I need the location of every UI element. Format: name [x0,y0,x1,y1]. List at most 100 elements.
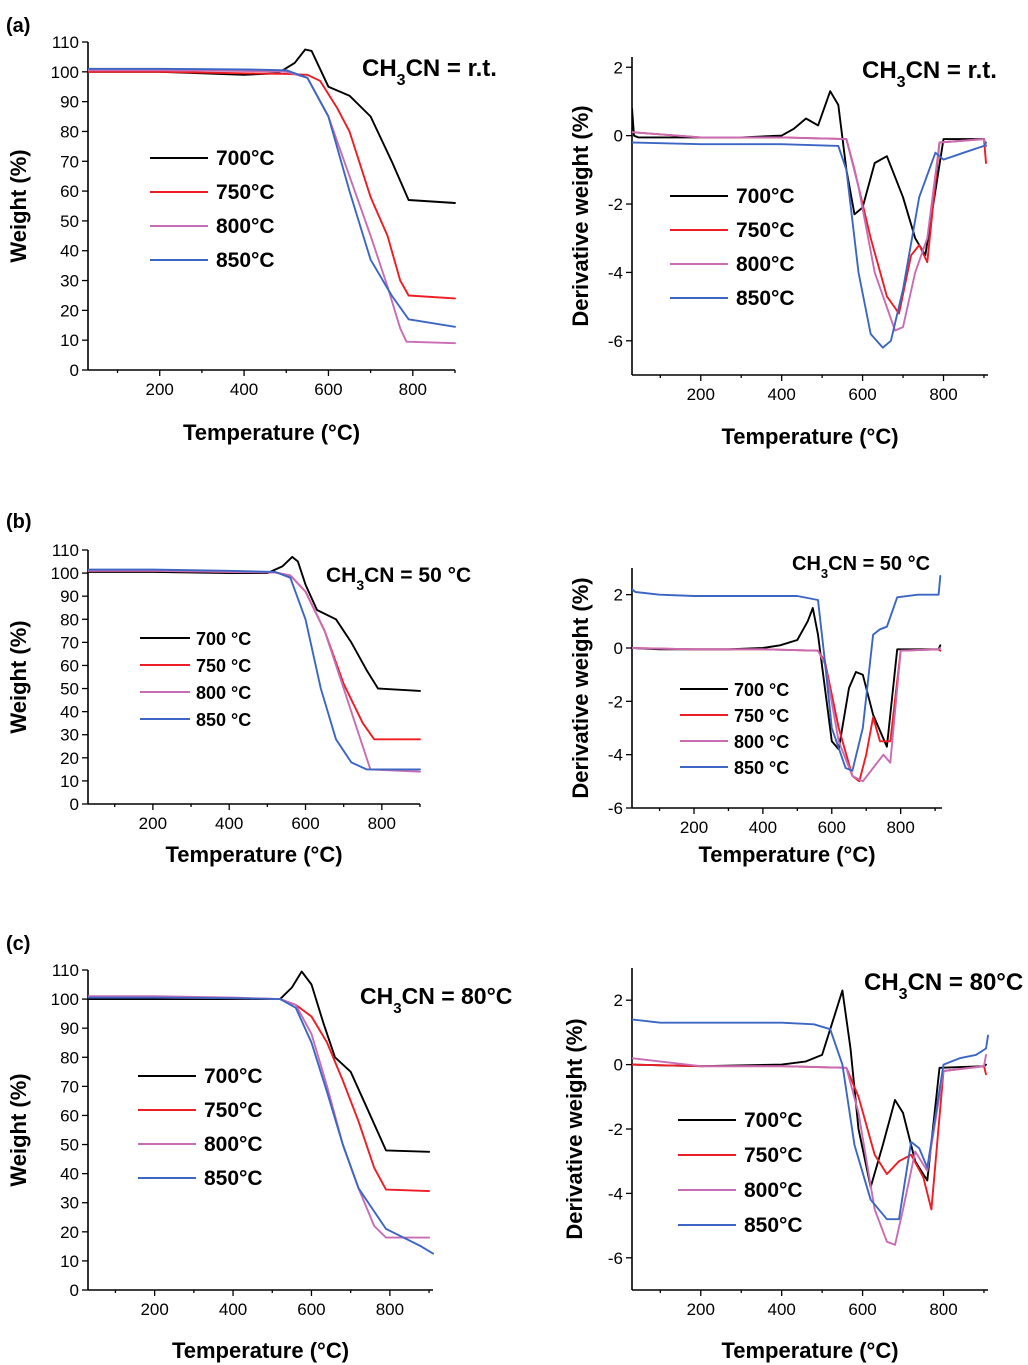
legend-label: 700°C [216,147,275,170]
y-axis-title: Weight (%) [6,1073,31,1186]
legend-label: 800°C [736,253,795,276]
x-tick-label: 400 [767,1300,795,1319]
x-tick-label: 600 [314,380,342,399]
y-tick-label: 90 [60,93,79,112]
x-tick-label: 800 [886,818,914,837]
chart-5: 200 400 600 800 -6 -4 -2 0 2 Derivative weight (%… [562,968,1023,1363]
annotation-label: CH3CN = 50 °C [792,553,930,581]
y-tick-label: 0 [70,361,79,380]
series-line-800 [632,131,987,332]
series-line-800 [88,69,456,345]
y-tick-label: 80 [60,610,79,629]
legend-label: 700 °C [196,629,251,649]
legend-label: 700°C [204,1065,263,1088]
x-axis-title: Temperature (°C) [721,424,898,449]
x-axis-title: Temperature (°C) [183,420,360,445]
y-tick-label: 30 [60,272,79,291]
y-tick-label: 2 [614,58,623,77]
y-tick-label: 50 [60,1136,79,1155]
y-tick-label: -6 [608,332,623,351]
series-line-800 [632,647,942,783]
legend-label: 850°C [204,1167,263,1190]
y-tick-label: -2 [608,195,623,214]
y-axis-title: Derivative weight (%) [568,577,593,798]
x-axis-title: Temperature (°C) [721,1338,898,1363]
charts-group: 200 400 600 8000102030405060708090100110Wei… [6,33,1023,1363]
y-tick-label: 40 [60,1165,79,1184]
y-tick-label: -2 [608,1120,623,1139]
y-axis-title: Derivative weight (%) [568,105,593,326]
legend-label: 800°C [744,1179,803,1202]
y-tick-label: 90 [60,587,79,606]
x-tick-label: 400 [219,1300,247,1319]
legend-label: 800 °C [734,732,789,752]
chart-4: 200 400 600 800 0 10 20 30 40 50 60 70 80 90 100 110 Wei… [6,961,512,1363]
legend-label: 850°C [736,287,795,310]
panel-label-a: (a) [6,15,30,37]
y-tick-label: 40 [60,242,79,261]
y-tick-label: 0 [70,795,79,814]
x-tick-label: 400 [767,385,795,404]
series-line-800 [632,1053,987,1246]
y-tick-label: 10 [60,1252,79,1271]
y-tick-label: 70 [60,152,79,171]
x-tick-label: 600 [818,818,846,837]
panel-label-b: (b) [6,511,32,533]
series-line-750 [88,70,456,300]
annotation-label: CH3CN = 80°C [864,969,1023,1003]
x-tick-label: 200 [146,380,174,399]
x-axis-title: Temperature (°C) [698,842,875,867]
series-line-850 [632,575,942,772]
x-tick-label: 400 [749,818,777,837]
legend-label: 850°C [744,1214,803,1237]
legend-label: 750°C [204,1099,263,1122]
annotation-label: CH3CN = 80°C [360,983,512,1017]
y-axis-title: Derivative weight (%) [562,1018,587,1239]
y-tick-label: 0 [614,639,623,658]
y-axis-title: Weight (%) [6,149,31,262]
y-tick-label: 90 [60,1019,79,1038]
legend-label: 850°C [216,249,275,272]
y-tick-label: -6 [608,799,623,818]
series-line-850 [88,67,456,328]
x-tick-label: 800 [929,1300,957,1319]
y-tick-label: 50 [60,212,79,231]
legend-label: 800 °C [196,683,251,703]
y-tick-label: 10 [60,772,79,791]
y-tick-label: 80 [60,122,79,141]
chart-0: 200 400 600 800 0 10 20 30 40 50 60 70 80 90 100 110 Wei… [6,33,497,445]
y-tick-label: 10 [60,331,79,350]
y-tick-label: -6 [608,1249,623,1268]
x-tick-label: 600 [848,1300,876,1319]
annotation-label: CH3CN = 50 °C [326,564,471,593]
legend-label: 750°C [216,181,275,204]
y-tick-label: 100 [51,990,79,1009]
x-tick-label: 800 [399,380,427,399]
legend-label: 850 °C [196,710,251,730]
y-tick-label: 60 [60,1106,79,1125]
series-line-700 [632,90,987,257]
y-tick-label: 2 [614,586,623,605]
legend-label: 750 °C [734,706,789,726]
y-tick-label: 0 [614,127,623,146]
x-tick-label: 600 [291,814,319,833]
y-tick-label: -2 [608,692,623,711]
x-tick-label: 600 [848,385,876,404]
x-tick-label: 200 [687,385,715,404]
y-tick-label: 0 [70,1281,79,1300]
x-axis-title: Temperature (°C) [172,1338,349,1363]
y-tick-label: 0 [614,1056,623,1075]
series-line-700 [632,989,987,1188]
x-tick-label: 400 [215,814,243,833]
y-tick-label: 100 [51,63,79,82]
series-line-800 [88,569,421,773]
x-tick-label: 200 [687,1300,715,1319]
y-tick-label: 60 [60,656,79,675]
chart-3: 200 400 600 800 -6 -4 -2 0 2 Derivative weight (%… [568,553,942,867]
y-tick-label: 30 [60,1194,79,1213]
legend-label: 700°C [744,1109,803,1132]
y-tick-label: -4 [608,1184,623,1203]
y-tick-label: 20 [60,749,79,768]
y-tick-label: 50 [60,680,79,699]
y-tick-label: 70 [60,1077,79,1096]
